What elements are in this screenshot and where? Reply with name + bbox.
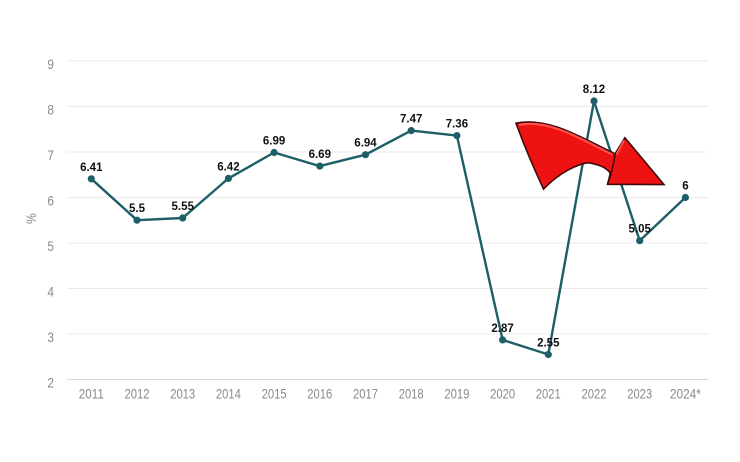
svg-text:6.42: 6.42: [217, 161, 239, 173]
svg-text:2011: 2011: [79, 386, 104, 402]
svg-text:2012: 2012: [125, 386, 150, 402]
svg-text:2014: 2014: [216, 386, 241, 402]
svg-text:2015: 2015: [262, 386, 287, 402]
svg-text:%: %: [23, 213, 39, 224]
svg-text:5.05: 5.05: [629, 224, 652, 236]
svg-text:2018: 2018: [399, 386, 424, 402]
svg-text:7: 7: [47, 147, 54, 163]
svg-text:9: 9: [47, 56, 54, 72]
svg-text:6.94: 6.94: [354, 138, 377, 150]
svg-text:6.41: 6.41: [80, 162, 103, 174]
svg-text:2017: 2017: [353, 386, 378, 402]
svg-text:2.55: 2.55: [537, 338, 560, 350]
svg-text:2016: 2016: [307, 386, 332, 402]
svg-text:5.55: 5.55: [172, 201, 195, 213]
svg-text:2024*: 2024*: [670, 386, 701, 402]
svg-text:7.47: 7.47: [400, 114, 422, 126]
svg-text:5.5: 5.5: [129, 203, 146, 215]
svg-text:2022: 2022: [582, 386, 607, 402]
svg-text:8: 8: [47, 101, 54, 117]
svg-text:2.87: 2.87: [491, 323, 513, 335]
svg-text:6.99: 6.99: [263, 136, 285, 148]
svg-text:6.69: 6.69: [309, 149, 331, 161]
svg-text:2: 2: [47, 374, 54, 390]
svg-text:2023: 2023: [627, 386, 652, 402]
svg-text:8.12: 8.12: [583, 84, 605, 96]
svg-text:5: 5: [47, 238, 54, 254]
svg-text:2021: 2021: [536, 386, 561, 402]
svg-text:2013: 2013: [170, 386, 195, 402]
svg-text:3: 3: [47, 329, 54, 345]
svg-text:6: 6: [47, 192, 54, 208]
svg-text:7.36: 7.36: [446, 119, 468, 131]
svg-text:6: 6: [682, 181, 688, 193]
svg-text:4: 4: [47, 283, 54, 299]
svg-text:2019: 2019: [444, 386, 469, 402]
svg-text:2020: 2020: [490, 386, 515, 402]
